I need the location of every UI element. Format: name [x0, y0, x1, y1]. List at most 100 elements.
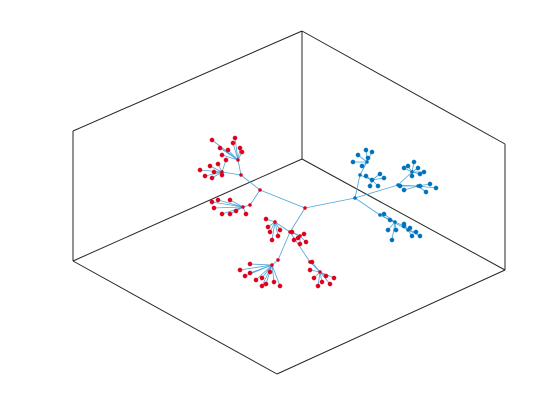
tree-leaf-r4-5 [267, 229, 273, 235]
tree-leaf-r3-6 [227, 197, 233, 203]
tree-leaf-b3-4 [417, 171, 423, 177]
tree-leaf-b5-1 [387, 217, 393, 223]
axes-box-line-0 [72, 30, 303, 132]
axes-box-line-8 [276, 269, 506, 375]
tree-leaf-r3-3 [227, 211, 233, 217]
tree-leaf-b1-1 [355, 152, 361, 158]
tree-leaf-b6-1 [407, 225, 413, 231]
tree-leaf-b3-6 [421, 169, 427, 175]
tree-leaf-b3-3 [415, 165, 421, 171]
tree-leaf-b4-2 [417, 183, 423, 189]
tree-leaf-b4-5 [423, 189, 429, 195]
tree-leaf-r1-4 [230, 140, 236, 146]
tree-leaf-b1-3 [369, 149, 375, 155]
tree-leaf-r5-5 [263, 281, 269, 287]
tree-node-blueB [358, 173, 362, 177]
tree-edge-r3-leaf-2 [221, 206, 244, 215]
tree-node-b3 [410, 170, 414, 174]
tree-leaf-r7-5 [291, 237, 297, 243]
tree-leaf-b3-0 [401, 165, 407, 171]
tree-leaf-r4-1 [265, 224, 271, 230]
tree-leaf-b4-4 [433, 185, 439, 191]
tree-leaf-b5-3 [393, 227, 399, 233]
tree-leaf-b6-4 [409, 233, 415, 239]
tree-edge-r5-leaf-4 [261, 264, 273, 279]
tree-leaf-r2-6 [223, 157, 229, 163]
tree-edge-blueA-blueB [354, 174, 361, 199]
tree-leaf-r3-2 [219, 211, 225, 217]
tree-leaf-r3-0 [209, 199, 215, 205]
tree-leaf-r5-2 [247, 270, 253, 276]
tree-leaf-r6-3 [323, 273, 329, 279]
tree-edge-blueA-blueC [354, 184, 399, 199]
tree-leaf-b2-1 [369, 177, 375, 183]
tree-edge-r4-leaf-3 [271, 221, 276, 241]
tree-node-b5 [393, 220, 397, 224]
tree-edge-redD-redE [277, 231, 291, 261]
tree-edge-root-blueA [304, 197, 356, 209]
tree-leaf-r2-2 [209, 175, 215, 181]
tree-leaf-r5-1 [242, 273, 248, 279]
tree-leaf-r1-2 [232, 135, 238, 141]
tree-leaf-r4-4 [277, 227, 283, 233]
tree-edge-r5-leaf-6 [271, 264, 275, 283]
tree-leaf-b3-2 [411, 159, 417, 165]
tree-edge-r1-leaf-2 [234, 137, 239, 161]
tree-leaf-b4-3 [427, 181, 433, 187]
tree-leaf-r4-0 [263, 216, 269, 222]
tree-leaf-r7-4 [297, 241, 303, 247]
tree-leaf-r2-7 [219, 172, 225, 178]
tree-edge-redA-redC [249, 189, 261, 206]
axes-box-line-5 [72, 158, 303, 262]
tree-leaf-r5-8 [259, 283, 265, 289]
tree-edge-r1-leaf-7 [227, 149, 239, 161]
tree-node-redA [258, 188, 262, 192]
tree-leaf-b4-1 [401, 187, 407, 193]
tree-edge-r5-leaf-9 [249, 263, 273, 266]
tree-leaf-r2-3 [215, 161, 221, 167]
tree-leaf-r6-1 [311, 275, 317, 281]
tree-edge-r5-leaf-7 [271, 264, 281, 287]
tree-leaf-r3-4 [233, 208, 239, 214]
tree-leaf-r7-2 [301, 231, 307, 237]
tree-leaf-r5-0 [237, 267, 243, 273]
tree-edge-redB-r1 [237, 159, 242, 176]
tree-leaf-b2-4 [375, 183, 381, 189]
axes-box-line-6 [301, 158, 506, 271]
tree-leaf-r3-7 [243, 211, 249, 217]
tree-edge-r1-leaf-4 [232, 142, 239, 161]
tree-edge-blueB-b1 [359, 161, 368, 176]
tree-edge-r3-leaf-1 [213, 206, 244, 209]
tree-edge-redA-redB [240, 174, 261, 191]
tree-leaf-r5-4 [259, 275, 265, 281]
tree-node-r6 [318, 270, 322, 274]
tree-edge-blueC-b3 [397, 171, 413, 186]
tree-leaf-b1-2 [363, 147, 369, 153]
tree-leaf-r5-10 [267, 269, 273, 275]
tree-leaf-b6-2 [413, 229, 419, 235]
tree-edge-b4-leaf-1 [403, 185, 419, 191]
tree-edge-r4-leaf-2 [274, 221, 279, 237]
tree-leaf-b5-4 [389, 237, 395, 243]
tree-edge-redD-redF [289, 231, 311, 263]
tree-leaf-r5-3 [253, 277, 259, 283]
tree-leaf-b1-5 [359, 163, 365, 169]
tree-leaf-b2-2 [377, 171, 383, 177]
tree-node-b1 [365, 160, 369, 164]
tree-leaf-r6-4 [331, 275, 337, 281]
tree-node-root [303, 206, 307, 210]
tree-leaf-r7-3 [303, 239, 309, 245]
tree-leaf-r1-7 [225, 147, 231, 153]
tree-leaf-r1-3 [237, 145, 243, 151]
tree-edge-root-redD [289, 207, 306, 233]
tree-leaf-r2-5 [211, 169, 217, 175]
tree-leaf-b2-3 [367, 183, 373, 189]
tree-leaf-r3-1 [211, 205, 217, 211]
tree-leaf-r1-0 [209, 137, 215, 143]
tree-leaf-r2-1 [202, 173, 208, 179]
tree-edge-r5-leaf-8 [261, 264, 273, 287]
tree-leaf-r3-5 [215, 197, 221, 203]
tree-leaf-r6-5 [327, 281, 333, 287]
tree-edge-r3-leaf-6 [229, 199, 244, 208]
